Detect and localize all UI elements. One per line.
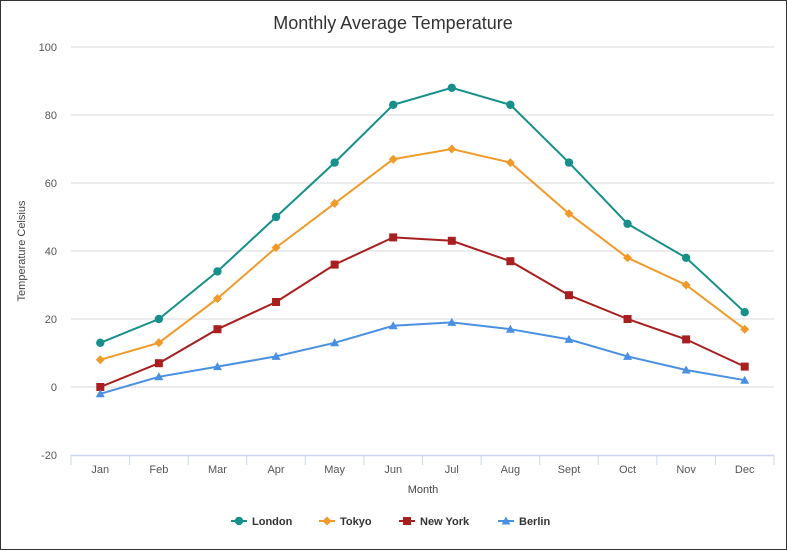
y-tick-label: 60 <box>45 178 57 190</box>
data-point <box>271 351 281 360</box>
legend-marker-icon <box>403 517 411 525</box>
legend-item[interactable]: New York <box>399 516 470 528</box>
x-tick-label: Dec <box>735 464 755 476</box>
y-tick-label: 100 <box>39 42 57 54</box>
legend-item[interactable]: Berlin <box>498 516 550 528</box>
x-tick-label: Feb <box>149 464 168 476</box>
series-line <box>100 321 745 395</box>
data-point <box>564 209 574 219</box>
x-axis-title: Month <box>408 484 439 496</box>
x-tick-label: Aug <box>501 464 521 476</box>
data-point <box>330 260 339 269</box>
series-berlin <box>95 317 750 398</box>
data-point <box>154 372 164 381</box>
data-point <box>623 219 632 228</box>
data-point <box>506 100 515 110</box>
data-point <box>330 198 340 208</box>
legend-marker-icon <box>322 516 332 526</box>
x-tick-label: Oct <box>619 464 636 476</box>
series-line <box>99 86 746 344</box>
data-point <box>271 243 281 253</box>
series-london <box>96 83 749 347</box>
data-point <box>212 294 222 304</box>
data-point <box>388 321 398 330</box>
data-point <box>95 355 105 365</box>
data-point <box>681 253 691 262</box>
data-point <box>740 324 750 334</box>
series-new-york <box>96 233 749 391</box>
y-axis-title: Temperature Celsius <box>16 200 28 301</box>
data-point <box>389 100 398 110</box>
data-point <box>330 158 339 167</box>
x-tick-label: Mar <box>208 464 227 476</box>
data-point <box>564 158 574 167</box>
data-point <box>447 144 457 154</box>
series-tokyo <box>95 144 750 365</box>
data-point <box>447 317 457 326</box>
data-point <box>271 212 281 222</box>
data-point <box>564 334 574 343</box>
legend-label: London <box>252 516 293 528</box>
series-line <box>100 147 746 361</box>
data-point <box>740 308 749 317</box>
data-point <box>506 257 515 266</box>
x-tick-label: Sept <box>558 464 581 476</box>
x-tick-label: Nov <box>676 464 696 476</box>
legend-label: Berlin <box>519 516 550 528</box>
y-tick-label: -20 <box>41 450 57 462</box>
x-tick-label: Jun <box>384 464 402 476</box>
data-point <box>154 314 164 324</box>
data-point <box>212 362 222 371</box>
data-point <box>272 298 281 306</box>
data-point <box>740 375 750 384</box>
data-point <box>389 233 398 242</box>
data-point <box>623 351 633 360</box>
data-point <box>681 280 691 290</box>
data-point <box>505 324 515 333</box>
legend-marker-icon <box>234 516 244 526</box>
data-point <box>505 158 515 168</box>
legend-label: New York <box>420 516 470 528</box>
legend-item[interactable]: Tokyo <box>319 516 372 528</box>
x-tick-label: Apr <box>267 464 284 476</box>
data-point <box>96 383 105 391</box>
data-point <box>447 83 456 93</box>
data-point <box>96 338 105 347</box>
y-tick-label: 20 <box>45 314 57 326</box>
legend-item[interactable]: London <box>231 516 293 528</box>
chart-title: Monthly Average Temperature <box>273 13 512 33</box>
data-point <box>388 154 398 164</box>
x-tick-label: Jan <box>91 464 109 476</box>
x-tick-label: Jul <box>445 464 459 476</box>
data-point <box>213 267 222 276</box>
data-point <box>681 365 691 374</box>
data-point <box>682 335 691 344</box>
series-line <box>99 236 746 388</box>
legend-label: Tokyo <box>340 516 372 528</box>
data-point <box>95 389 105 398</box>
x-tick-label: May <box>324 464 345 476</box>
y-tick-label: 40 <box>45 246 57 258</box>
y-tick-label: 80 <box>45 110 57 122</box>
data-point <box>564 291 573 300</box>
data-point <box>623 315 632 323</box>
data-point <box>447 236 456 245</box>
data-point <box>213 325 222 334</box>
data-point <box>623 253 633 263</box>
data-point <box>154 359 163 368</box>
data-point <box>154 338 164 348</box>
y-tick-label: 0 <box>51 382 57 394</box>
legend-marker-icon <box>501 516 511 525</box>
data-point <box>330 338 340 347</box>
data-point <box>740 362 749 371</box>
